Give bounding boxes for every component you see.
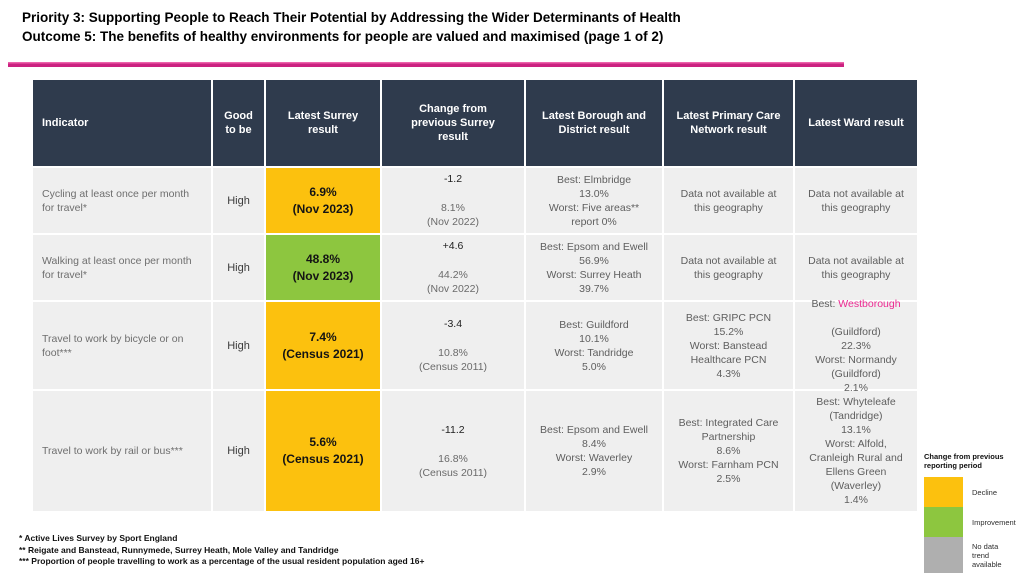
cell-ward-result: Best: Westborough (Guildford) 22.3% Wors… [795, 298, 917, 394]
legend-label: Decline [972, 487, 998, 497]
cell-borough-result: Best: Epsom and Ewell 8.4% Worst: Waverl… [526, 391, 662, 511]
change-previous-value: 44.2% (Nov 2022) [427, 269, 479, 295]
header-good-to-be: Good to be [213, 80, 264, 166]
cell-indicator: Cycling at least once per month for trav… [33, 168, 211, 233]
page-title: Priority 3: Supporting People to Reach T… [22, 8, 862, 46]
outcome-title-line: Outcome 5: The benefits of healthy envir… [22, 29, 664, 44]
change-value: +4.6 [442, 240, 464, 252]
cell-surrey-result: 6.9% (Nov 2023) [266, 168, 380, 233]
cell-borough-result: Best: Guildford 10.1% Worst: Tandridge 5… [526, 302, 662, 389]
improvement-swatch [924, 507, 963, 537]
change-value: -11.2 [441, 423, 465, 436]
cell-indicator: Walking at least once per month for trav… [33, 235, 211, 300]
cell-borough-result: Best: Epsom and Ewell 56.9% Worst: Surre… [526, 235, 662, 300]
cell-ward-result: Data not available at this geography [795, 235, 917, 300]
cell-good-to-be: High [213, 235, 264, 300]
cell-surrey-result: 7.4% (Census 2021) [266, 302, 380, 389]
legend-label: No data trend available [972, 541, 1002, 569]
cell-good-to-be: High [213, 391, 264, 511]
change-value: -1.2 [443, 173, 463, 185]
cell-ward-result: Best: Whyteleafe (Tandridge) 13.1% Worst… [795, 391, 917, 511]
cell-good-to-be: High [213, 168, 264, 233]
cell-good-to-be: High [213, 302, 264, 389]
ward-link-westborough[interactable]: Westborough [838, 297, 901, 310]
header-ward-result: Latest Ward result [795, 80, 917, 166]
legend-item-decline: Decline [924, 477, 1024, 507]
cell-ward-result: Data not available at this geography [795, 168, 917, 233]
ward-best-line: Best: Westborough [811, 297, 901, 310]
footnote-five-areas: ** Reigate and Banstead, Runnymede, Surr… [19, 544, 339, 555]
header-latest-surrey-result: Latest Surrey result [266, 80, 380, 166]
cell-pcn-result: Best: GRIPC PCN 15.2% Worst: Banstead He… [664, 302, 793, 389]
footnotes: * Active Lives Survey by Sport England *… [19, 533, 424, 568]
no-data-swatch [924, 537, 963, 573]
cell-pcn-result: Best: Integrated Care Partnership 8.6% W… [664, 391, 793, 511]
decline-swatch [924, 477, 963, 507]
header-change-from-previous: Change from previous Surrey result [382, 80, 524, 166]
legend-item-improvement: Improvement [924, 507, 1024, 537]
header-primary-care-network-result: Latest Primary Care Network result [664, 80, 793, 166]
cell-pcn-result: Data not available at this geography [664, 168, 793, 233]
cell-indicator: Travel to work by rail or bus*** [33, 391, 211, 511]
footnote-active-lives: * Active Lives Survey by Sport England [19, 533, 178, 543]
cell-surrey-result: 5.6% (Census 2021) [266, 391, 380, 511]
accent-divider [8, 62, 844, 67]
legend-label: Improvement [972, 517, 1016, 527]
trend-legend: Change from previous reporting period De… [924, 452, 1024, 573]
change-previous-value: 16.8% (Census 2011) [418, 452, 488, 479]
ward-rest: (Guildford) 22.3% Worst: Normandy (Guild… [815, 325, 897, 394]
legend-item-no-data: No data trend available [924, 537, 1024, 573]
change-previous-value: 10.8% (Census 2011) [418, 347, 488, 373]
change-value: -3.4 [443, 318, 463, 330]
indicators-table: Indicator Good to be Latest Surrey resul… [33, 80, 917, 511]
cell-change: -3.4 10.8% (Census 2011) [382, 302, 524, 389]
footnote-proportion: *** Proportion of people travelling to w… [19, 556, 425, 566]
cell-change: -11.2 16.8% (Census 2011) [382, 391, 524, 511]
header-borough-district-result: Latest Borough and District result [526, 80, 662, 166]
priority-title-line: Priority 3: Supporting People to Reach T… [22, 10, 681, 25]
legend-title: Change from previous reporting period [924, 452, 1004, 470]
cell-indicator: Travel to work by bicycle or on foot*** [33, 302, 211, 389]
header-indicator: Indicator [33, 80, 211, 166]
cell-surrey-result: 48.8% (Nov 2023) [266, 235, 380, 300]
cell-change: -1.2 8.1% (Nov 2022) [382, 168, 524, 233]
cell-change: +4.6 44.2% (Nov 2022) [382, 235, 524, 300]
change-previous-value: 8.1% (Nov 2022) [427, 202, 479, 228]
cell-pcn-result: Data not available at this geography [664, 235, 793, 300]
cell-borough-result: Best: Elmbridge 13.0% Worst: Five areas*… [526, 168, 662, 233]
